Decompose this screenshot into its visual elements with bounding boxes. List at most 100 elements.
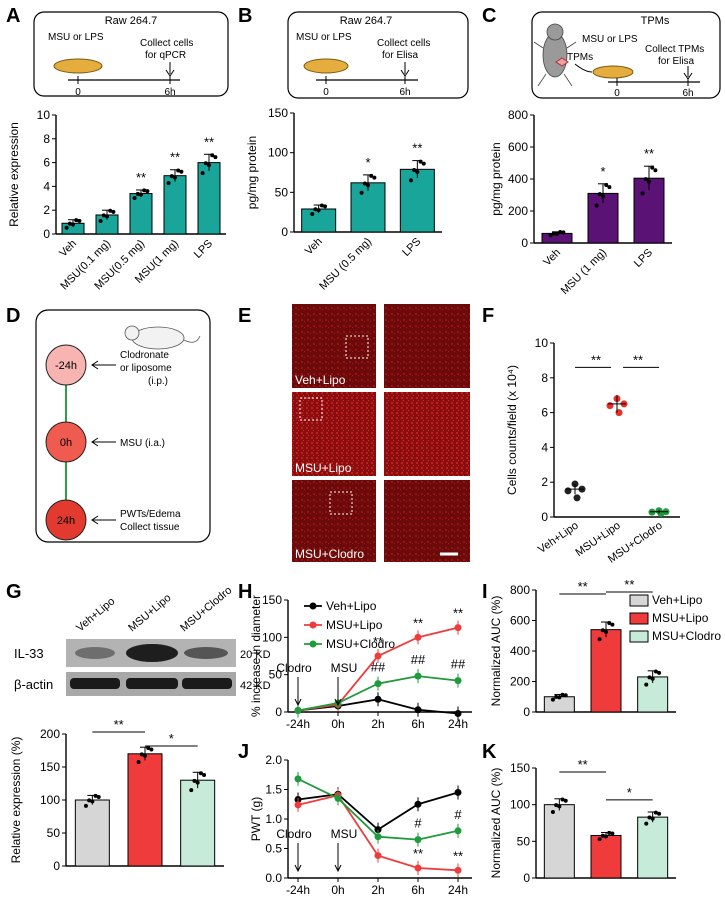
scheme-b-stim: MSU or LPS <box>296 32 352 43</box>
data-point <box>77 218 82 223</box>
micrograph-veh-lipo-zoom <box>384 304 470 388</box>
y-tick-label: 200 <box>40 727 60 741</box>
bracket-label: * <box>627 785 632 800</box>
bracket-label: ** <box>624 577 634 592</box>
data-point <box>653 168 658 173</box>
chart-J: 0.0 0.5 1.0 1.5 2.0 PWT (g) -24h 0h 2h 6h 24h Clodr… <box>249 753 472 897</box>
data-point <box>316 208 321 213</box>
data-point <box>606 402 614 410</box>
data-point <box>101 213 106 218</box>
bracket-label: ** <box>114 717 124 732</box>
y-tick-label: 50 <box>517 834 531 848</box>
panel-label-B: B <box>238 5 252 27</box>
data-point <box>166 181 171 186</box>
timeline-panel: -24h 0h 24h Clodronate or liposome (i.p.… <box>35 309 211 543</box>
bar <box>590 834 622 879</box>
y-axis-label: PWT (g) <box>249 797 263 841</box>
scheme-a-title: Raw 264.7 <box>105 15 158 27</box>
data-point <box>213 155 218 160</box>
arrow-head <box>334 864 342 873</box>
data-point <box>210 153 215 158</box>
mouse-icon <box>124 325 201 350</box>
y-tick-label: 150 <box>40 760 60 774</box>
bar <box>74 799 110 867</box>
x-tick-label: Veh <box>57 238 79 260</box>
data-point <box>200 171 205 176</box>
y-tick-label: 2.0 <box>265 753 282 767</box>
blot-row-label: β-actin <box>14 677 53 692</box>
data-point <box>607 185 612 190</box>
panel-label-F: F <box>482 305 494 327</box>
data-point <box>653 810 658 815</box>
band-actin <box>70 678 120 689</box>
data-point <box>135 191 140 196</box>
x-tick-label: Veh <box>303 236 325 258</box>
y-tick-label: 50 <box>275 185 289 199</box>
data-point <box>560 692 565 697</box>
data-point <box>179 169 184 174</box>
data-point <box>111 209 116 214</box>
data-point <box>560 797 565 802</box>
y-tick-label: 0 <box>43 227 50 241</box>
legend-swatch <box>629 630 649 643</box>
data-point <box>600 833 605 838</box>
x-tick-label: MSU (1 mg) <box>559 247 609 297</box>
scheme-c-t0: 0 <box>614 88 620 99</box>
data-point <box>554 803 559 808</box>
y-tick-label: 600 <box>510 614 530 628</box>
legend-swatch <box>629 612 649 625</box>
y-tick-label: 200 <box>510 675 530 689</box>
y-tick-label: 1.0 <box>265 812 282 826</box>
bracket-label: ** <box>633 352 643 367</box>
significance-mark: ** <box>453 606 463 621</box>
panel-label-E: E <box>238 305 251 327</box>
data-point <box>563 693 568 698</box>
panel-label-D: D <box>6 305 20 327</box>
scheme-b-t0: 0 <box>323 87 329 98</box>
blot-row-label: IL-33 <box>14 646 44 661</box>
data-point <box>644 682 649 687</box>
scheme-a-stim: MSU or LPS <box>48 32 104 43</box>
panel-label-K: K <box>482 741 497 763</box>
scheme-a-collect2: for qPCR <box>145 50 186 61</box>
data-point <box>74 218 79 223</box>
data-point <box>650 676 655 681</box>
data-point <box>108 208 113 213</box>
data-point <box>551 231 556 236</box>
bracket-label: ** <box>578 579 588 594</box>
y-tick-label: 0.0 <box>265 871 282 885</box>
bar <box>180 779 216 867</box>
micrograph-grid: Veh+Lipo MSU+Lipo MSU+Clodro <box>292 304 470 562</box>
significance-mark: * <box>365 155 370 170</box>
data-point <box>145 189 150 194</box>
timeline-node-label: -24h <box>55 360 77 372</box>
micrograph-msu-lipo-zoom <box>384 392 470 476</box>
data-point <box>195 780 200 785</box>
data-point <box>362 181 367 186</box>
y-tick-label: 4 <box>43 179 50 193</box>
data-point <box>207 163 211 168</box>
y-tick-label: 100 <box>262 630 282 644</box>
scheme-b-collect2: for Elisa <box>382 50 419 61</box>
y-tick-label: 10 <box>37 108 51 122</box>
data-point <box>105 214 109 219</box>
scheme-b-title: Raw 264.7 <box>340 15 393 27</box>
x-tick-label: Veh <box>541 247 563 269</box>
band-il33 <box>75 647 115 659</box>
data-point <box>93 793 98 798</box>
legend-marker <box>309 621 317 629</box>
bar <box>399 168 435 233</box>
data-point <box>139 192 143 197</box>
timeline-step-label: PWTs/Edema <box>120 509 181 520</box>
data-point <box>96 794 101 799</box>
significance-mark: ** <box>204 134 214 149</box>
arrow-head <box>334 698 342 707</box>
significance-mark: ## <box>371 660 386 675</box>
timeline-node-label: 24h <box>57 515 75 527</box>
dish-icon <box>53 58 103 74</box>
data-point <box>557 804 562 809</box>
y-axis-label: pg/mg protein <box>245 136 259 209</box>
